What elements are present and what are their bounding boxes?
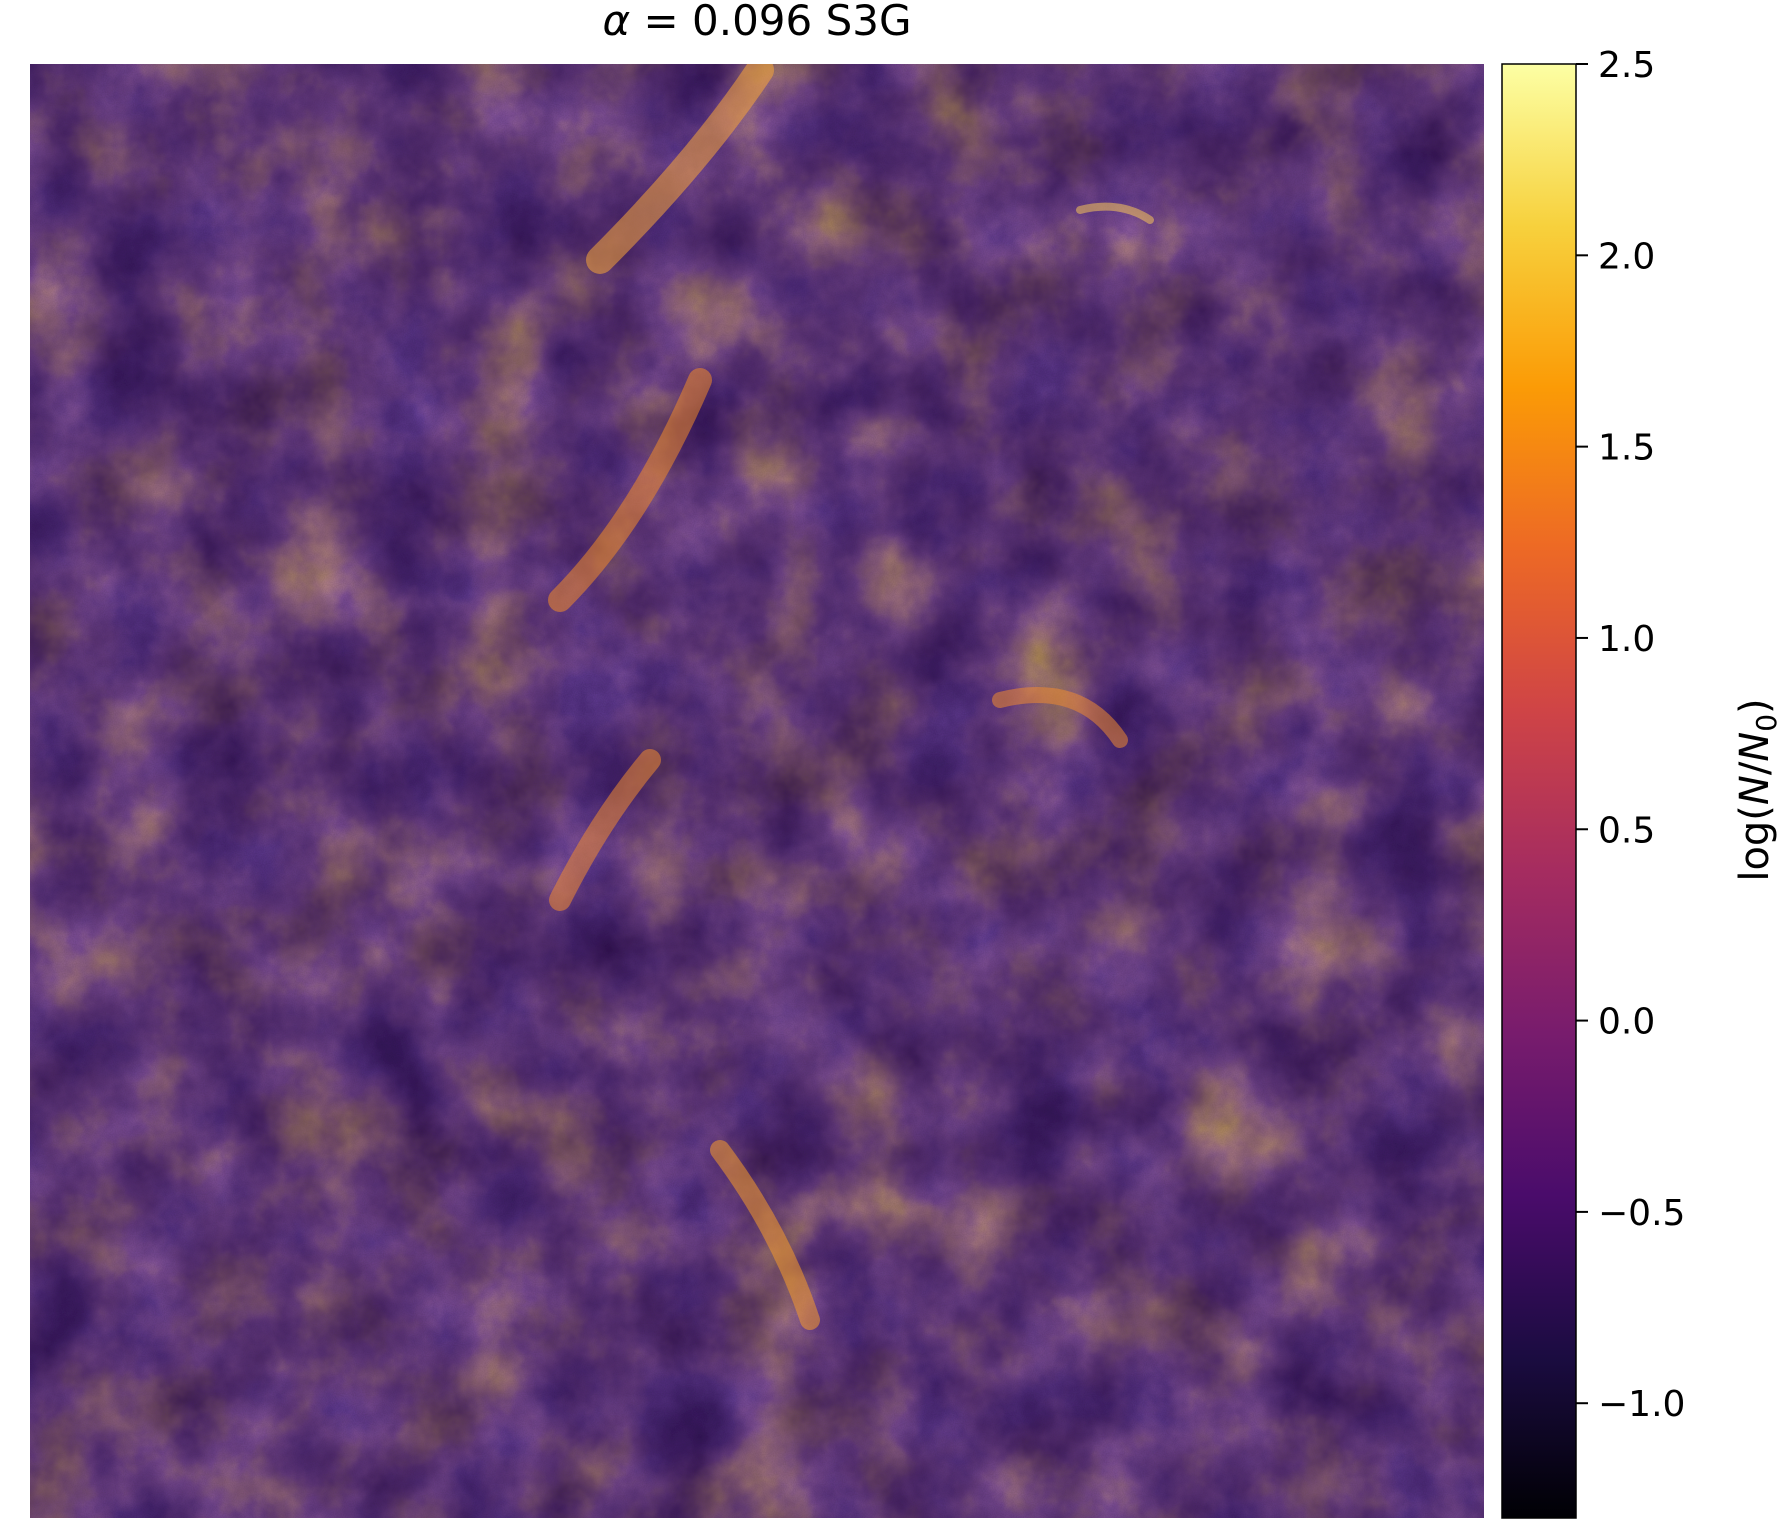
colorbar-label: log(N/N0) (1732, 698, 1783, 881)
filament (586, 64, 774, 274)
colorbar-tick-label: 2.5 (1598, 45, 1655, 86)
colorbar-tick-label: 2.0 (1598, 236, 1655, 277)
filament (549, 749, 661, 911)
colorbar-tick-label: −0.5 (1598, 1193, 1685, 1234)
colorbar-bar (1501, 63, 1577, 1519)
colorbar-tick-label: −1.0 (1598, 1384, 1685, 1425)
filament (992, 687, 1128, 748)
colorbar-tick-label: 0.5 (1598, 810, 1655, 851)
colorbar-tick-label: 1.5 (1598, 428, 1655, 469)
filament (710, 1140, 820, 1330)
bright-filaments (548, 64, 1154, 1330)
density-image-texture (30, 64, 1484, 1518)
colorbar-tick-label: 0.0 (1598, 1002, 1655, 1043)
colorbar-ticks: −1.0 −0.5 0.0 0.5 1.0 1.5 2.0 2.5 (1576, 45, 1685, 1425)
filament (1076, 202, 1154, 224)
density-image (30, 64, 1484, 1518)
chart-title: α = 0.096 S3G (602, 0, 911, 45)
colorbar: −1.0 −0.5 0.0 0.5 1.0 1.5 2.0 2.5 log(N/N0) (1501, 45, 1783, 1519)
filament (548, 368, 712, 612)
colorbar-tick-label: 1.0 (1598, 619, 1655, 660)
